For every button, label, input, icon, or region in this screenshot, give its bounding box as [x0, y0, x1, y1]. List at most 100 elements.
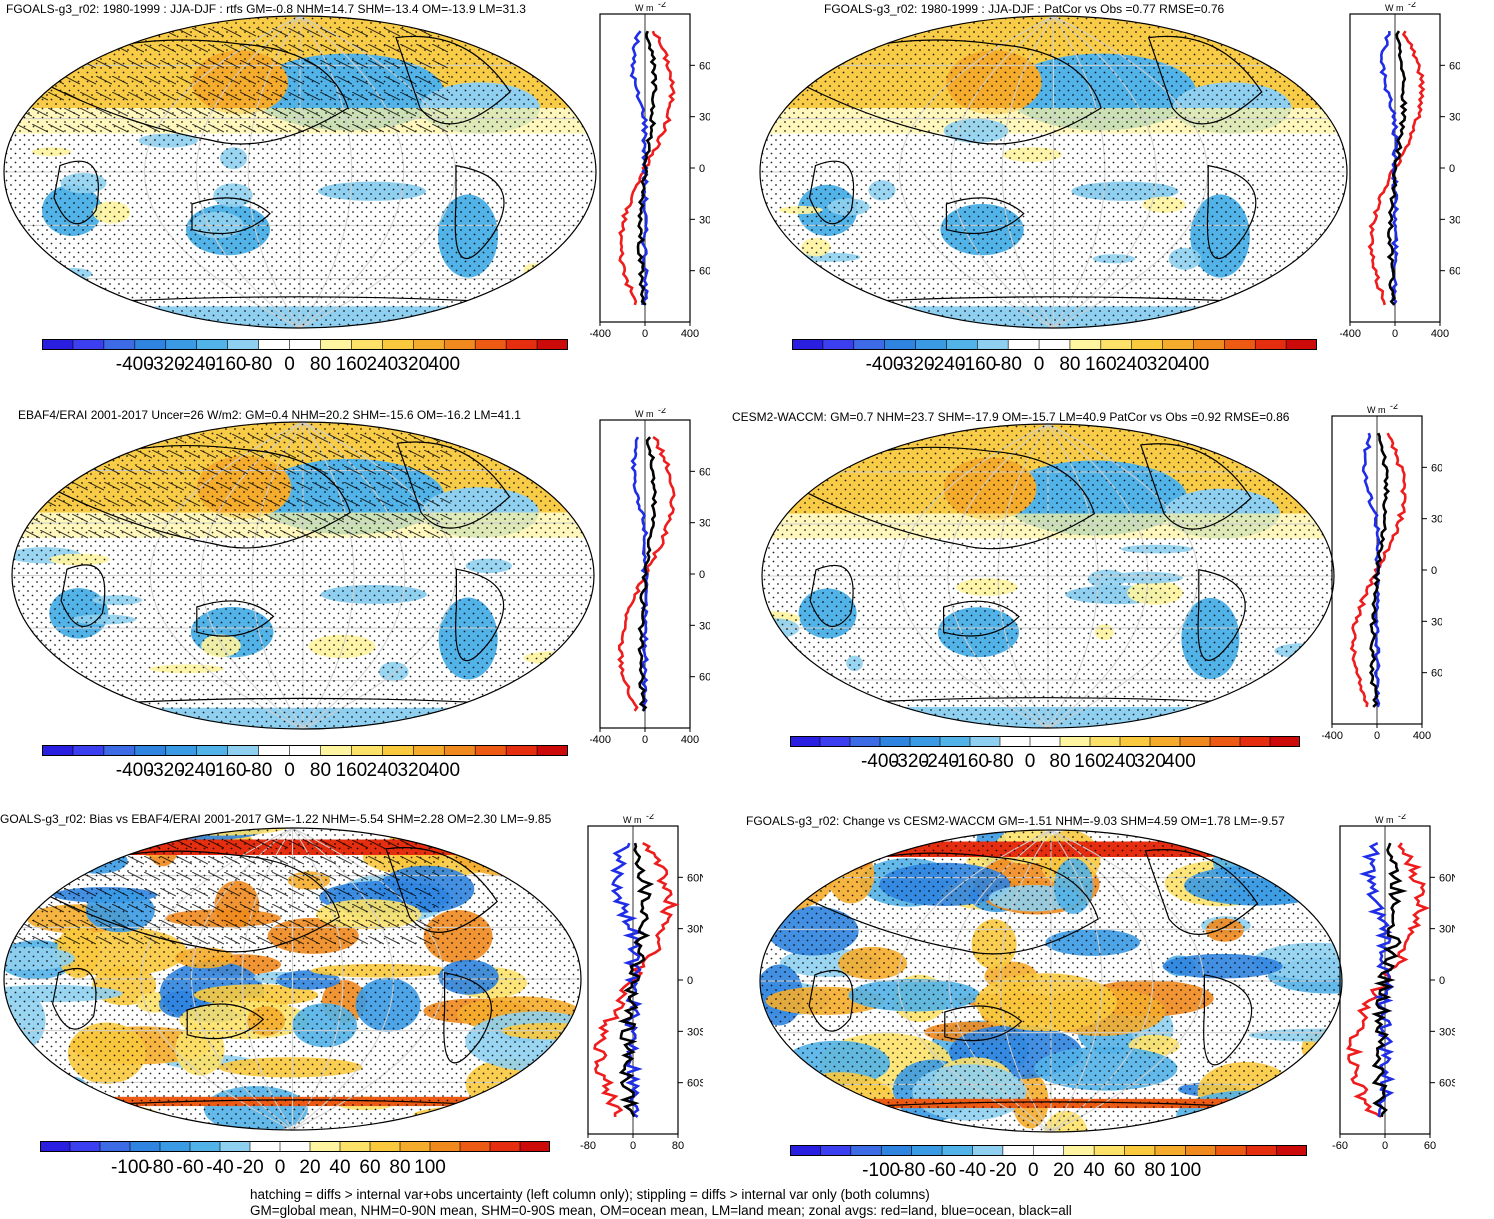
panel-3-title: EBAF4/ERAI 2001-2017 Uncer=26 W/m2: GM=0… — [18, 408, 521, 422]
colorbar-tick-label: -40 — [958, 1160, 987, 1181]
zonal-x-tick-label: -80 — [580, 1140, 596, 1152]
panel-5-colorbar — [40, 1141, 550, 1152]
zonal-unit-superscript: -2 — [1408, 2, 1416, 9]
colorbar-swatch — [820, 1145, 852, 1156]
zonal-x-tick-label: 400 — [681, 328, 699, 340]
zonal-lat-label: 60N — [1431, 462, 1442, 474]
coastline — [1197, 569, 1246, 661]
panel-6-title: FGOALS-g3_r02: Change vs CESM2-WACCM GM=… — [746, 814, 1285, 828]
panel-1-map — [3, 15, 597, 329]
colorbar-swatch — [790, 736, 821, 747]
colorbar-tick-label: -80 — [244, 760, 273, 781]
colorbar-border — [792, 339, 1317, 350]
colorbar-tick-label: 60 — [1113, 1160, 1136, 1181]
zonal-x-tick-label: 400 — [1413, 730, 1431, 742]
coastline — [454, 164, 505, 260]
coastline — [1206, 164, 1257, 260]
colorbar-swatch — [72, 339, 105, 350]
colorbar-swatch — [819, 736, 851, 747]
colorbar-tick-label: 60 — [359, 1157, 381, 1178]
colorbar-swatch — [536, 745, 568, 756]
zonal-unit-label: W m — [623, 815, 642, 825]
colorbar-border — [42, 339, 568, 350]
coastline — [809, 564, 854, 627]
colorbar-tick-label: -320 — [896, 354, 935, 375]
colorbar-tick-label: -400 — [115, 760, 154, 781]
zonal-lat-label: 30S — [687, 1026, 703, 1038]
zonal-x-tick-label: -400 — [1340, 328, 1361, 340]
coastline — [944, 1005, 1023, 1042]
zonal-x-tick-label: 400 — [1431, 328, 1449, 340]
colorbar-swatch — [1038, 339, 1071, 350]
colorbar-swatch — [822, 339, 855, 350]
colorbar-tick-label: -20 — [236, 1157, 264, 1178]
colorbar-tick-label: -400 — [865, 354, 904, 375]
figure-legend-notes: hatching = diffs > internal var+obs unce… — [250, 1187, 1072, 1219]
colorbar-tick-label: -320 — [146, 354, 185, 375]
colorbar-tick-label: 80 — [1049, 751, 1071, 772]
colorbar-swatch — [884, 339, 917, 350]
colorbar-swatch — [1029, 736, 1061, 747]
colorbar-border — [790, 1145, 1307, 1156]
colorbar-swatch — [909, 736, 941, 747]
colorbar-tick-label: 160 — [335, 354, 368, 375]
panel-4-title: CESM2-WACCM: GM=0.7 NHM=23.7 SHM=-17.9 O… — [732, 410, 1290, 424]
colorbar-tick-label: 20 — [1053, 1160, 1075, 1181]
colorbar-swatch — [412, 339, 445, 350]
colorbar-tick-label: 400 — [428, 354, 461, 375]
coastline — [60, 564, 106, 627]
zonal-lat-label: 0 — [687, 975, 693, 987]
colorbar-swatch — [939, 736, 971, 747]
zonal-x-tick-label: -60 — [1332, 1140, 1348, 1152]
colorbar-tick-label: 80 — [389, 1157, 411, 1178]
zonal-unit-superscript: -2 — [1398, 814, 1406, 821]
colorbar-tick-label: 80 — [309, 760, 332, 781]
colorbar-swatch — [946, 339, 978, 350]
colorbar-swatch — [399, 1141, 431, 1152]
colorbar-tick-label: -240 — [927, 354, 966, 375]
colorbar-swatch — [134, 339, 167, 350]
colorbar-swatch — [258, 745, 291, 756]
colorbar-swatch — [519, 1141, 550, 1152]
zonal-lat-label: 30S — [1439, 1026, 1455, 1038]
zonal-lat-label: 30S — [699, 620, 710, 632]
colorbar-swatch — [972, 1145, 1004, 1156]
colorbar-swatch — [103, 339, 136, 350]
colorbar-swatch — [1285, 339, 1317, 350]
coastline — [443, 972, 492, 1064]
coastline — [455, 568, 505, 662]
map-field — [4, 828, 581, 1130]
colorbar-swatch — [1069, 339, 1102, 350]
colorbar-swatch — [1089, 736, 1121, 747]
colorbar-swatch — [459, 1141, 491, 1152]
zonal-x-tick-label: 400 — [681, 734, 699, 746]
colorbar-swatch — [249, 1141, 281, 1152]
colorbar-tick-label: -160 — [208, 354, 247, 375]
colorbar-tick-label: -40 — [206, 1157, 234, 1178]
zonal-all-line — [1369, 432, 1390, 708]
legend-note-line-1: hatching = diffs > internal var+obs unce… — [250, 1187, 930, 1202]
zonal-lat-label: 0 — [699, 163, 705, 175]
panel-4-zonal-plot: W m -2 60N 30N 0 30S 60S -400 0 400 — [1322, 404, 1442, 742]
colorbar-swatch — [536, 339, 568, 350]
coastline — [396, 441, 511, 529]
colorbar-swatch — [443, 339, 476, 350]
legend-note-line-2: GM=global mean, NHM=0-90N mean, SHM=0-90… — [250, 1203, 1072, 1218]
colorbar-swatch — [1179, 736, 1211, 747]
colorbar-tick-label: -80 — [986, 751, 1014, 772]
colorbar-swatch — [792, 339, 824, 350]
map-border — [759, 15, 1348, 329]
colorbar-swatch — [915, 339, 948, 350]
panel-5-map — [3, 827, 582, 1131]
colorbar-tick-label: 160 — [335, 760, 368, 781]
panel-6-zonal-plot: W m -2 60N 30N 0 30S 60S -60 0 60 — [1332, 814, 1455, 1152]
map-border — [3, 15, 597, 329]
colorbar-swatch — [40, 1141, 71, 1152]
coastline — [1147, 35, 1263, 125]
coastline — [784, 852, 1099, 955]
zonal-all-line — [617, 842, 655, 1118]
colorbar-tick-label: -60 — [176, 1157, 204, 1178]
colorbar-tick-label: -100 — [110, 1157, 150, 1178]
colorbar-swatch — [129, 1141, 161, 1152]
colorbar-tick-label: 320 — [397, 760, 430, 781]
